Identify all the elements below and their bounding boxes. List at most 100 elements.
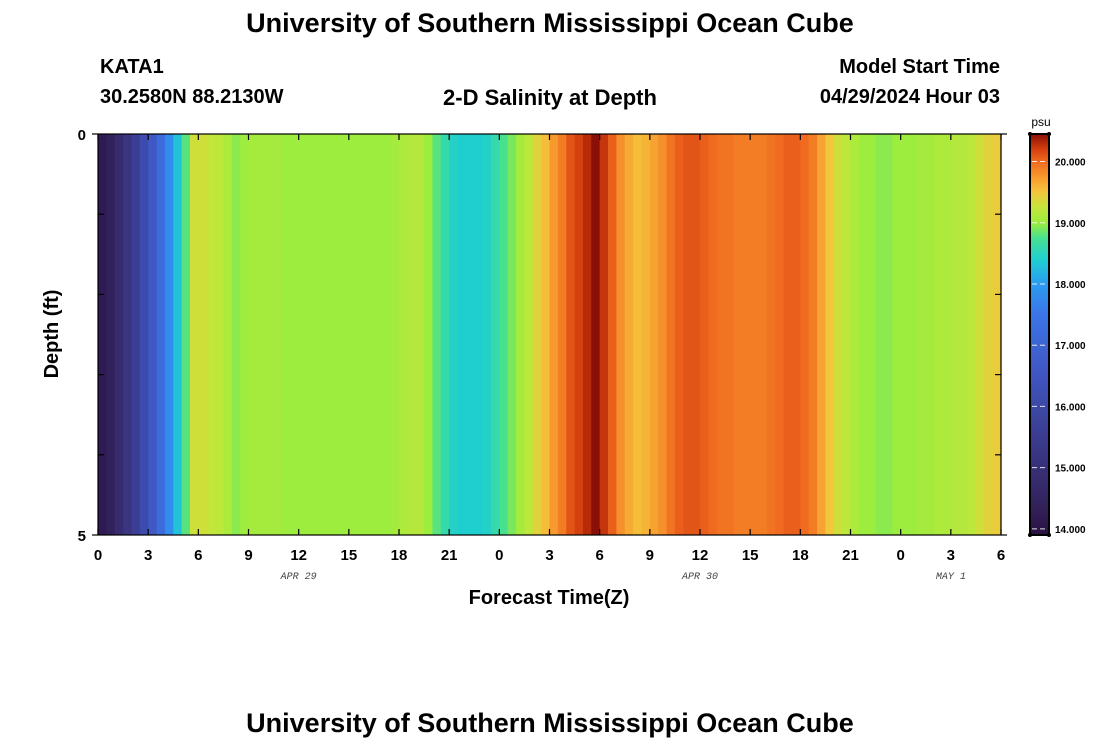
heatmap-cell xyxy=(516,134,526,535)
colorbar-tick-label: 20.000 xyxy=(1055,158,1086,169)
heatmap-cell xyxy=(633,134,643,535)
heatmap-cell xyxy=(256,134,266,535)
x-tick-label: 6 xyxy=(595,547,603,564)
colorbar-end-marker xyxy=(1047,132,1051,136)
page-title: University of Southern Mississippi Ocean… xyxy=(246,8,854,38)
heatmap-cell xyxy=(959,134,969,535)
heatmap-cell xyxy=(741,134,751,535)
heatmap-cell xyxy=(348,134,358,535)
model-start-label: Model Start Time xyxy=(839,56,1000,78)
heatmap-cell xyxy=(482,134,492,535)
heatmap-cell xyxy=(791,134,801,535)
heatmap-cell xyxy=(775,134,785,535)
x-tick-label: 0 xyxy=(896,547,904,564)
colorbar-tick-label: 19.000 xyxy=(1055,219,1086,230)
heatmap-cell xyxy=(800,134,810,535)
heatmap-cell xyxy=(139,134,149,535)
x-tick-label: 15 xyxy=(340,547,357,564)
heatmap-cell xyxy=(114,134,124,535)
colorbar-tick-label: 17.000 xyxy=(1055,341,1086,352)
x-tick-label: 9 xyxy=(244,547,252,564)
heatmap-cell xyxy=(549,134,559,535)
x-axis-label: Forecast Time(Z) xyxy=(469,587,630,609)
heatmap-cell xyxy=(842,134,852,535)
heatmap-cell xyxy=(975,134,985,535)
heatmap-cell xyxy=(833,134,843,535)
heatmap-cell xyxy=(465,134,475,535)
heatmap-cell xyxy=(900,134,910,535)
heatmap-cell xyxy=(817,134,827,535)
heatmap-cell xyxy=(273,134,283,535)
heatmap-cell xyxy=(399,134,408,535)
heatmap-cell xyxy=(716,134,726,535)
colorbar-tick-label: 15.000 xyxy=(1055,464,1086,475)
x-tick-label: 3 xyxy=(947,547,955,564)
heatmap-cell xyxy=(298,134,308,535)
heatmap-cell xyxy=(616,134,626,535)
heatmap-cell xyxy=(315,134,325,535)
x-tick-label: 15 xyxy=(742,547,759,564)
heatmap-cell xyxy=(98,134,107,535)
heatmap-cell xyxy=(424,134,434,535)
heatmap-cell xyxy=(390,134,400,535)
heatmap-cell xyxy=(524,134,534,535)
heatmap-cell xyxy=(867,134,877,535)
salinity-heatmap-chart: 0 3 6 9 12 15 18 21 0 3 6 9 12 15 18 21 0 3 6 APR 29 APR 30 M… xyxy=(41,115,1086,609)
heatmap-cell xyxy=(591,134,601,535)
heatmap-cell xyxy=(265,134,275,535)
heatmap-cell xyxy=(407,134,417,535)
heatmap-cell xyxy=(440,134,450,535)
heatmap-cell xyxy=(950,134,960,535)
heatmap-cell xyxy=(566,134,576,535)
colorbar-end-marker xyxy=(1047,533,1051,537)
heatmap-cell xyxy=(733,134,743,535)
heatmap-cell xyxy=(541,134,551,535)
heatmap-cell xyxy=(883,134,893,535)
heatmap-cell xyxy=(365,134,375,535)
x-tick-label: 0 xyxy=(495,547,503,564)
heatmap-cell xyxy=(215,134,225,535)
x-tick-label: 12 xyxy=(290,547,307,564)
heatmap-cell xyxy=(323,134,333,535)
heatmap-cell xyxy=(725,134,735,535)
colorbar-end-marker xyxy=(1028,132,1032,136)
heatmap-cell xyxy=(666,134,676,535)
x-tick-label: 6 xyxy=(997,547,1005,564)
colorbar xyxy=(1029,133,1050,536)
heatmap-cell xyxy=(206,134,216,535)
heatmap-cell xyxy=(691,134,701,535)
heatmap-cell xyxy=(123,134,133,535)
heatmap-cell xyxy=(582,134,592,535)
heatmap-cell xyxy=(766,134,776,535)
heatmap-cell xyxy=(608,134,617,535)
heatmap-cell xyxy=(231,134,241,535)
heatmap-cell xyxy=(700,134,709,535)
plot-title: 2-D Salinity at Depth xyxy=(443,85,657,110)
heatmap-cell xyxy=(156,134,166,535)
x-tick-label: 9 xyxy=(646,547,654,564)
x-date-label: APR 29 xyxy=(280,572,317,583)
heatmap-cell xyxy=(474,134,484,535)
heatmap-cell xyxy=(131,134,141,535)
heatmap-cell xyxy=(307,134,316,535)
x-tick-label: 3 xyxy=(144,547,152,564)
x-tick-label: 12 xyxy=(692,547,709,564)
heatmap-cell xyxy=(909,134,918,535)
heatmap-cell xyxy=(457,134,467,535)
colorbar-tick-label: 16.000 xyxy=(1055,402,1086,413)
footer-title: University of Southern Mississippi Ocean… xyxy=(246,708,854,738)
heatmap-cell xyxy=(783,134,793,535)
heatmap-cell xyxy=(499,134,509,535)
heatmap-cell xyxy=(240,134,250,535)
heatmap-cell xyxy=(340,134,350,535)
station-id: KATA1 xyxy=(100,56,164,78)
heatmap-cell xyxy=(967,134,977,535)
x-date-label: APR 30 xyxy=(681,572,718,583)
heatmap-cell xyxy=(332,134,342,535)
station-coords: 30.2580N 88.2130W xyxy=(100,86,284,108)
x-tick-label: 0 xyxy=(94,547,102,564)
heatmap-cell xyxy=(490,134,500,535)
heatmap-cell xyxy=(148,134,158,535)
y-tick-label: 0 xyxy=(78,127,86,144)
y-axis-label: Depth (ft) xyxy=(41,290,63,379)
